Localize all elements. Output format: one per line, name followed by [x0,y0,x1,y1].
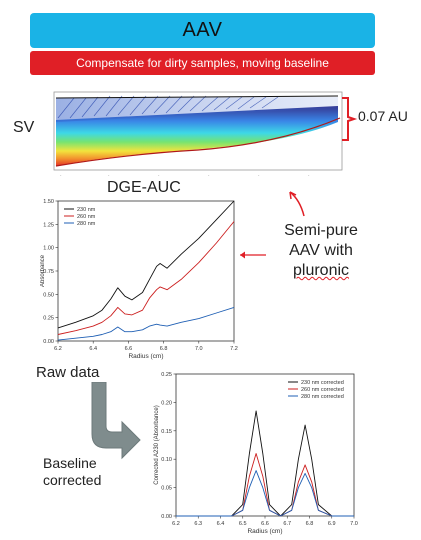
x-tick-label: 6.2 [54,346,62,352]
pointer-arrow-icon [240,251,266,259]
x-tick-label: 6.7 [283,521,291,527]
title-banner: AAV [30,13,375,48]
x-tick-label: 6.5 [239,521,247,527]
y-tick-label: 0.50 [43,292,54,298]
legend-label: 260 nm [77,214,96,220]
x-tick-label: 7.0 [350,521,358,527]
legend-label: 230 nm corrected [301,380,344,386]
svg-text:-: - [108,172,110,177]
y-tick-label: 0.15 [161,429,172,435]
subtitle-banner: Compensate for dirty samples, moving bas… [30,51,375,75]
y-tick-label: 0.10 [161,457,172,463]
x-axis-label: Radius (cm) [128,353,163,360]
flow-arrow-icon [91,382,141,460]
baseline-line-2: corrected [43,472,102,488]
note-line-1: Semi-pure [284,222,358,239]
legend-label: 230 nm [77,207,96,213]
y-axis-label: Absorbance [40,254,46,287]
note-line-2: AAV with [289,242,353,259]
svg-text:-: - [208,172,210,177]
y-tick-label: 0.25 [161,372,172,378]
series-line [176,470,354,517]
svg-text:-: - [258,172,260,177]
bracket-icon [342,97,358,141]
dge-auc-label: DGE-AUC [107,179,181,196]
x-tick-label: 6.3 [194,521,202,527]
baseline-line-1: Baseline [43,455,97,471]
corrected-chart: 6.2 6.3 6.4 6.5 6.6 6.7 6.8 6.9 7.0 0.00 0.05 0.10 0… [154,372,358,535]
y-tick-label: 0.25 [43,316,54,322]
baseline-corrected-label: Baseline corrected [43,455,101,489]
y-tick-label: 0.00 [43,339,54,345]
x-tick-label: 6.2 [172,521,180,527]
x-tick-label: 7.0 [195,346,203,352]
note-line-3: pluronic [292,262,350,279]
sv-scans-image: --- --- [48,88,346,178]
x-tick-label: 7.2 [230,346,238,352]
x-tick-label: 6.6 [261,521,269,527]
x-tick-label: 6.9 [328,521,336,527]
x-tick-label: 6.8 [306,521,314,527]
y-axis-label: Corrected A230 (Absorbance) [154,405,160,484]
legend-label: 280 nm [77,221,96,227]
x-axis-label: Radius (cm) [247,528,282,535]
x-tick-label: 6.6 [125,346,133,352]
raw-data-chart: 6.2 6.4 6.6 6.8 7.0 7.2 0.00 0.25 0.50 0.75 1.00 1.… [40,199,238,360]
sv-label: SV [13,119,35,136]
semi-pure-note: Semi-pure AAV with pluronic [271,221,371,281]
y-tick-label: 0.75 [43,269,54,275]
y-tick-label: 1.25 [43,222,54,228]
curved-arrow-icon [289,191,305,217]
x-tick-label: 6.4 [89,346,97,352]
raw-data-label: Raw data [36,364,100,381]
x-tick-label: 6.4 [217,521,225,527]
page-title: AAV [182,19,223,41]
y-tick-label: 0.20 [161,400,172,406]
scale-label: 0.07 AU [358,108,408,124]
y-tick-label: 0.00 [161,514,172,520]
y-tick-label: 0.05 [161,486,172,492]
x-tick-label: 6.8 [160,346,168,352]
series-line [57,306,235,341]
legend-label: 280 nm corrected [301,394,344,400]
series-line [57,200,235,329]
series-line [57,221,235,335]
y-tick-label: 1.00 [43,246,54,252]
y-tick-label: 1.50 [43,199,54,205]
svg-text:-: - [308,172,310,177]
svg-text:-: - [158,172,160,177]
plot-area [175,373,355,517]
svg-text:-: - [60,172,62,177]
page-subtitle: Compensate for dirty samples, moving bas… [76,56,329,70]
legend-label: 260 nm corrected [301,387,344,393]
